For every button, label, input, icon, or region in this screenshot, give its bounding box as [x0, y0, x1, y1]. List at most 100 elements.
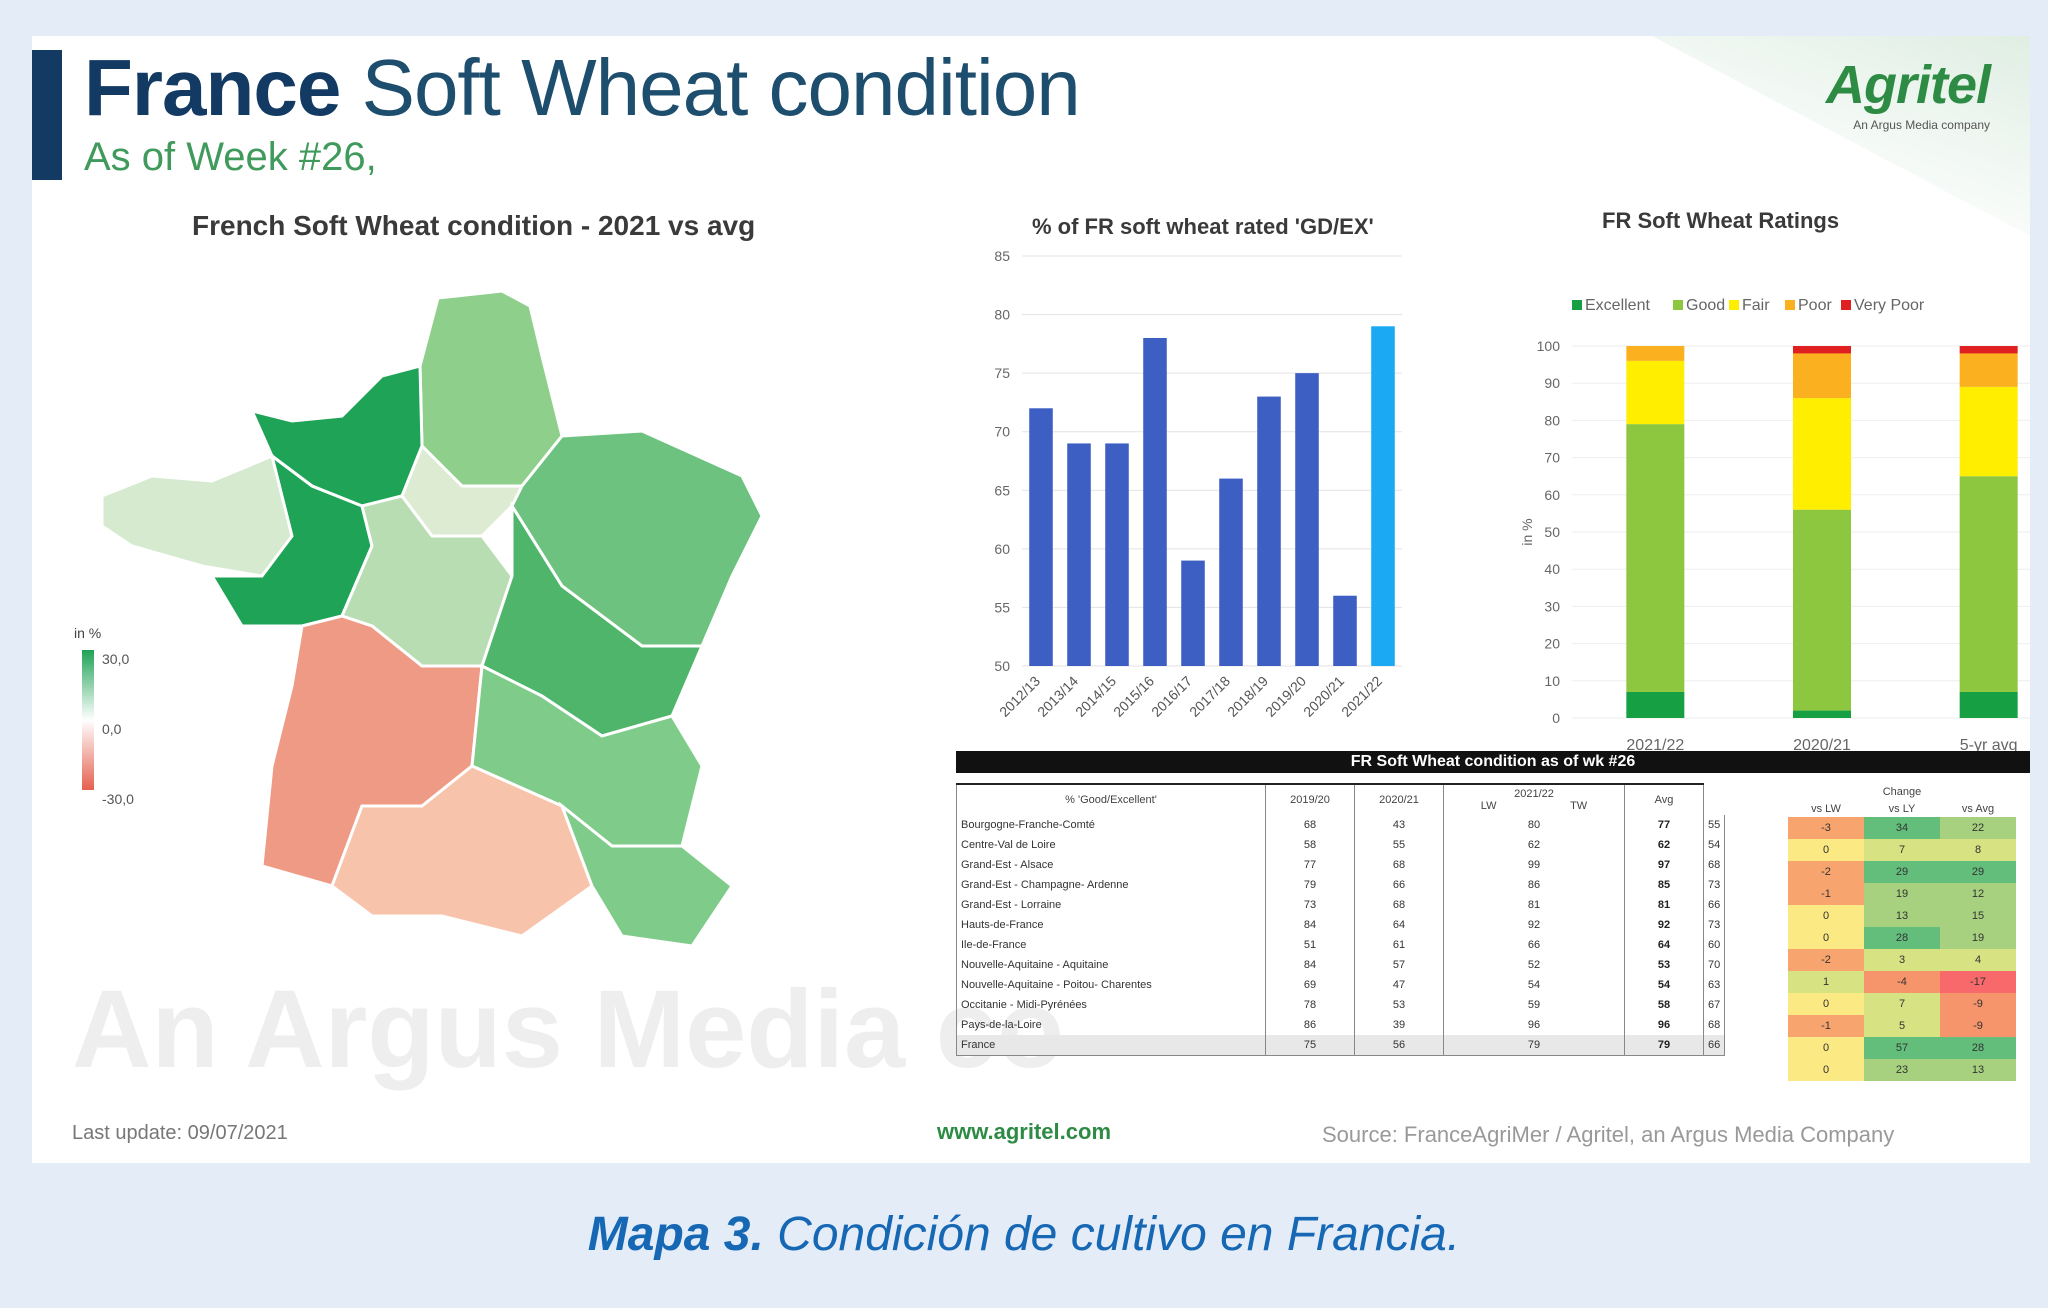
value-lw: 86	[1443, 875, 1625, 895]
y-tick-label: 60	[994, 541, 1010, 557]
bar	[1105, 443, 1129, 666]
change-row: 0 23 13	[1788, 1059, 2016, 1081]
change-table: Change vs LW vs LY vs Avg -3 34 22 0 7 8 -2 29 2…	[1788, 783, 2016, 1081]
table-row: Centre-Val de Loire 58 55 62 62 54	[956, 835, 1726, 855]
value-2020: 55	[1354, 835, 1444, 855]
region-cell: Grand-Est - Champagne- Ardenne	[956, 875, 1266, 895]
legend-swatch	[1673, 300, 1683, 310]
change-vs-avg: 19	[1940, 927, 2016, 949]
legend-unit: in %	[74, 625, 101, 641]
legend-swatch	[1572, 300, 1582, 310]
col-header-2021: 2021/22 LW TW	[1443, 783, 1625, 815]
region-cell: France	[956, 1035, 1266, 1056]
col-header-2019: 2019/20	[1265, 783, 1355, 815]
region-bretagne	[100, 453, 294, 578]
value-tw: 97	[1624, 855, 1704, 875]
change-row: 0 7 -9	[1788, 993, 2016, 1015]
value-lw: 62	[1443, 835, 1625, 855]
value-lw: 80	[1443, 815, 1625, 835]
value-lw: 66	[1443, 935, 1625, 955]
change-vs-ly: 7	[1864, 839, 1940, 861]
change-vs-avg: 8	[1940, 839, 2016, 861]
y-tick-label: 30	[1544, 598, 1560, 614]
legend-label: Fair	[1742, 297, 1770, 314]
value-lw: 92	[1443, 915, 1625, 935]
website-link[interactable]: www.agritel.com	[937, 1119, 1112, 1144]
change-row: -2 3 4	[1788, 949, 2016, 971]
value-2019: 73	[1265, 895, 1355, 915]
change-vs-lw: -1	[1788, 1015, 1864, 1037]
region-cell: Nouvelle-Aquitaine - Poitou- Charentes	[956, 975, 1266, 995]
agritel-logo: Agritel An Argus Media company	[1790, 54, 1991, 132]
legend-swatch	[1841, 300, 1851, 310]
last-update: Last update: 09/07/2021	[72, 1122, 288, 1144]
ratings-stacked-chart: Excellent Good Fair Poor Very Poor 0 10 20 30 40 5…	[1519, 297, 2030, 754]
region-cell: Grand-Est - Alsace	[956, 855, 1266, 875]
change-row: -1 19 12	[1788, 883, 2016, 905]
x-tick-label: 2020/21	[1300, 673, 1347, 720]
page-title: France Soft Wheat condition	[84, 42, 1081, 134]
legend-label: Very Poor	[1854, 297, 1925, 314]
legend-label: Good	[1686, 297, 1725, 314]
value-2020: 53	[1354, 995, 1444, 1015]
x-tick-label: 5-yr avg	[1960, 737, 2018, 754]
change-vs-lw: 0	[1788, 1059, 1864, 1081]
y-tick-label: 40	[1544, 561, 1560, 577]
stacked-segment	[1626, 424, 1685, 692]
map-legend: in % 30,0 0,0 -30,0	[74, 625, 134, 807]
change-header-row: Change	[1788, 783, 2016, 800]
region-hauts-de-france	[418, 289, 564, 488]
title-accent-stripe	[32, 50, 62, 180]
col-header-lw: LW	[1480, 800, 1497, 812]
gdex-bar-chart: 50556065707580852012/132013/142014/15201…	[994, 248, 1402, 720]
value-lw: 99	[1443, 855, 1625, 875]
value-tw: 58	[1624, 995, 1704, 1015]
region-cell: Grand-Est - Lorraine	[956, 895, 1266, 915]
stacked-segment	[1959, 353, 2018, 387]
change-vs-lw: 0	[1788, 1037, 1864, 1059]
change-vs-avg: -17	[1940, 971, 2016, 993]
y-tick-label: 85	[994, 248, 1010, 264]
value-2020: 43	[1354, 815, 1444, 835]
value-lw: 52	[1443, 955, 1625, 975]
y-tick-label: 90	[1544, 375, 1560, 391]
change-vs-lw: 0	[1788, 839, 1864, 861]
region-cell: Occitanie - Midi-Pyrénées	[956, 995, 1266, 1015]
change-row: -3 34 22	[1788, 817, 2016, 839]
legend-swatch	[1785, 300, 1795, 310]
value-2020: 47	[1354, 975, 1444, 995]
change-row: -2 29 29	[1788, 861, 2016, 883]
value-2019: 79	[1265, 875, 1355, 895]
condition-table: % 'Good/Excellent' 2019/20 2020/21 2021/…	[956, 783, 1726, 1056]
bar	[1333, 595, 1357, 666]
x-tick-label: 2014/15	[1072, 673, 1119, 720]
change-vs-avg: 12	[1940, 883, 2016, 905]
table-row: Pays-de-la-Loire 86 39 96 96 68	[956, 1015, 1726, 1035]
value-2020: 68	[1354, 855, 1444, 875]
table-row: Bourgogne-Franche-Comté 68 43 80 77 55	[956, 815, 1726, 835]
title-bold: France	[84, 43, 341, 132]
map-regions	[100, 289, 762, 948]
change-vs-ly: -4	[1864, 971, 1940, 993]
bar	[1257, 396, 1281, 666]
legend-label: Excellent	[1585, 297, 1650, 314]
stacked-segment	[1959, 691, 2018, 718]
table-row: Grand-Est - Alsace 77 68 99 97 68	[956, 855, 1726, 875]
change-vs-ly: 13	[1864, 905, 1940, 927]
legend-label-min: -30,0	[102, 791, 134, 807]
table-row: Ile-de-France 51 61 66 64 60	[956, 935, 1726, 955]
value-2020: 39	[1354, 1015, 1444, 1035]
y-tick-label: 50	[1544, 524, 1560, 540]
stacked-segment	[1959, 346, 2018, 354]
value-2019: 58	[1265, 835, 1355, 855]
change-vs-lw: 1	[1788, 971, 1864, 993]
change-subheader-row: vs LW vs LY vs Avg	[1788, 800, 2016, 817]
bar	[1143, 338, 1167, 666]
y-tick-label: 20	[1544, 636, 1560, 652]
source-note: Source: FranceAgriMer / Agritel, an Argu…	[1322, 1122, 1895, 1147]
region-cell: Nouvelle-Aquitaine - Aquitaine	[956, 955, 1266, 975]
value-tw: 92	[1624, 915, 1704, 935]
stacked-segment	[1793, 346, 1851, 354]
change-vs-ly: 19	[1864, 883, 1940, 905]
logo-tagline: An Argus Media company	[1853, 118, 1990, 132]
